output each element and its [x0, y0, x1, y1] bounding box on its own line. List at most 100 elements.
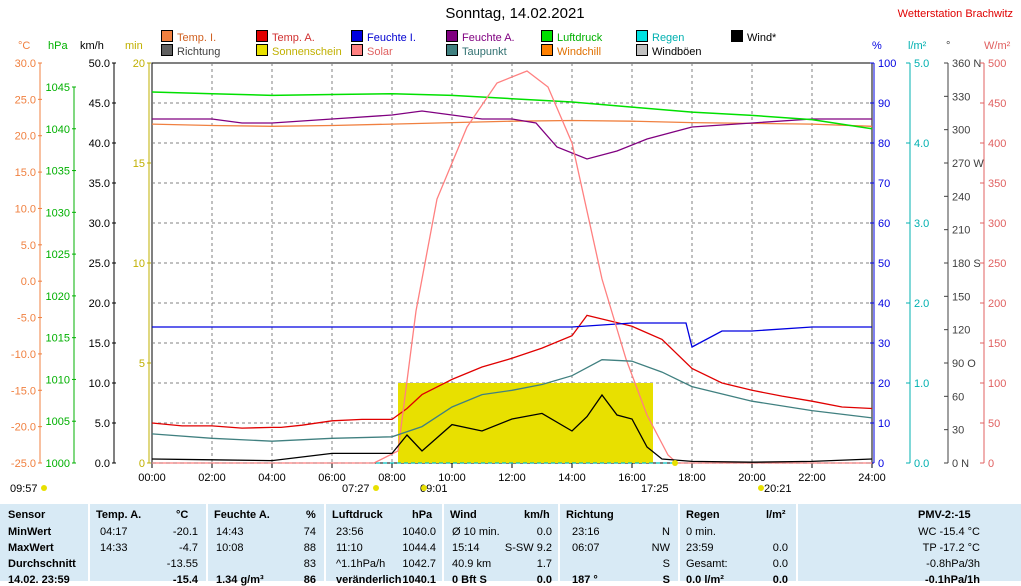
sun-tick-label: 20 [133, 58, 145, 70]
humidity-tick-label: 10 [878, 418, 890, 430]
stats-cell-w-val: 1.7 [536, 558, 552, 570]
stats-header-pressure: Luftdruck [332, 509, 383, 521]
rain-tick-label: 4.0 [914, 138, 929, 150]
stats-cell-lp-val: 1044.4 [402, 542, 436, 554]
stats-col-rain [678, 504, 796, 581]
stats-cell-ta-val: -20.1 [172, 526, 198, 538]
stats-header-rain-unit: l/m² [766, 509, 786, 521]
solar-tick-label: 150 [988, 338, 1006, 350]
stats-col-wind [442, 504, 558, 581]
sun-tick-label: 0 [139, 458, 145, 470]
humidity-tick-label: 20 [878, 378, 890, 390]
wind-tick-label: 40.0 [89, 138, 110, 150]
temp-tick-label: -20.0 [11, 422, 36, 434]
time-tick-label: 08:00 [378, 472, 406, 484]
stats-header-humidity: Feuchte A. [214, 509, 270, 521]
moon-time-label: 20:21 [764, 483, 792, 495]
stats-cell-lp-val: 1040.0 [402, 526, 436, 538]
sun-mark-icon [421, 485, 427, 491]
solar-tick-label: 200 [988, 298, 1006, 310]
temp-axis-unit: °C [18, 40, 31, 52]
legend-item-windchill: Windchill [541, 44, 601, 58]
sunset-label: 17:25 [641, 483, 669, 495]
humidity-tick-label: 80 [878, 138, 890, 150]
time-tick-label: 24:00 [858, 472, 886, 484]
legend-swatch [256, 44, 268, 56]
stats-cell-rg-val: 0.0 [772, 574, 788, 586]
legend-item-windboeen: Windböen [636, 44, 702, 58]
direction-tick-label: 120 [952, 325, 970, 337]
direction-tick-label: 300 [952, 125, 970, 137]
legend-swatch [351, 44, 363, 56]
legend-swatch [351, 30, 363, 42]
wind-tick-label: 25.0 [89, 258, 110, 270]
stats-cell-r-val: N [662, 526, 670, 538]
stats-cell-w-val: 0.0 [536, 526, 552, 538]
legend-swatch [161, 44, 173, 56]
wind-tick-label: 35.0 [89, 178, 110, 190]
temp-tick-label: 0.0 [21, 276, 36, 288]
pressure-line [151, 91, 873, 130]
stats-cell-r-time: 23:16 [572, 526, 600, 538]
stats-cell-r-time: 06:07 [572, 542, 600, 554]
stats-cell-right: WC -15.4 °C [918, 526, 980, 538]
pressure-tick-label: 1000 [46, 458, 70, 470]
stats-cell-rg-time: 23:59 [686, 542, 714, 554]
direction-tick-label: 150 [952, 291, 970, 303]
stats-cell-ta-val: -4.7 [179, 542, 198, 554]
time-tick-label: 06:00 [318, 472, 346, 484]
time-tick-label: 00:00 [138, 472, 166, 484]
rain-tick-label: 1.0 [914, 378, 929, 390]
legend-item-luftdruck: Luftdruck [541, 30, 602, 44]
direction-tick-label: 210 [952, 225, 970, 237]
stats-col-pmv [796, 504, 1021, 581]
solar-tick-label: 450 [988, 98, 1006, 110]
stats-header-rain: Regen [686, 509, 720, 521]
sunrise-icon [373, 485, 379, 491]
time-tick-label: 14:00 [558, 472, 586, 484]
stats-cell-fa-val: 88 [303, 542, 316, 554]
temp-tick-label: 20.0 [15, 131, 36, 143]
rain-tick-label: 2.0 [914, 298, 929, 310]
legend-item-sonnenschein: Sonnenschein [256, 44, 342, 58]
direction-tick-label: 240 [952, 191, 970, 203]
temp-tick-label: 30.0 [15, 58, 36, 70]
wind-tick-label: 20.0 [89, 298, 110, 310]
stats-cell-fa-val: 83 [303, 558, 316, 570]
wind-tick-label: 10.0 [89, 378, 110, 390]
legend-swatch [731, 30, 743, 42]
rain-tick-label: 0.0 [914, 458, 929, 470]
pressure-tick-label: 1035 [46, 166, 70, 178]
stats-header-pressure-unit: hPa [412, 509, 433, 521]
stats-cell-fa-time: 1.34 g/m³ [216, 574, 264, 586]
rain-tick-label: 5.0 [914, 58, 929, 70]
humidity-tick-label: 90 [878, 98, 890, 110]
temp-tick-label: -25.0 [11, 458, 36, 470]
direction-tick-label: 60 [952, 391, 964, 403]
stats-header-humidity-unit: % [306, 509, 316, 521]
stats-cell-lp-time: 23:56 [336, 526, 364, 538]
stats-header-temp-unit: °C [176, 509, 189, 521]
temp-tick-label: -15.0 [11, 385, 36, 397]
stats-table: Sensor Temp. A. °C Feuchte A. % Luftdruc… [0, 504, 1021, 586]
stats-cell-w-time: 15:14 [452, 542, 480, 554]
humidity-tick-label: 40 [878, 298, 890, 310]
stats-cell-fa-time: 14:43 [216, 526, 244, 538]
legend-swatch [446, 30, 458, 42]
wind-tick-label: 5.0 [95, 418, 110, 430]
solar-tick-label: 100 [988, 378, 1006, 390]
pressure-tick-label: 1025 [46, 249, 70, 261]
legend-item-feuchte-a: Feuchte A. [446, 30, 515, 44]
stats-cell-rg-val: 0.0 [772, 558, 788, 570]
time-tick-label: 12:00 [498, 472, 526, 484]
stats-cell-right: -0.8hPa/3h [926, 558, 980, 570]
stats-cell-label: 14.02. 23:59 [8, 574, 70, 586]
sunshine-bar [398, 383, 653, 463]
legend-item-feuchte-i: Feuchte I. [351, 30, 416, 44]
rain-axis-unit: l/m² [908, 40, 927, 52]
sun-time-label: 09:01 [420, 483, 448, 495]
stats-cell-r-val: NW [651, 542, 670, 554]
stats-cell-ta-val: -15.4 [172, 574, 198, 586]
stats-cell-right: -0.1hPa/1h [924, 574, 980, 586]
legend-item-taupunkt: Taupunkt [446, 44, 507, 58]
